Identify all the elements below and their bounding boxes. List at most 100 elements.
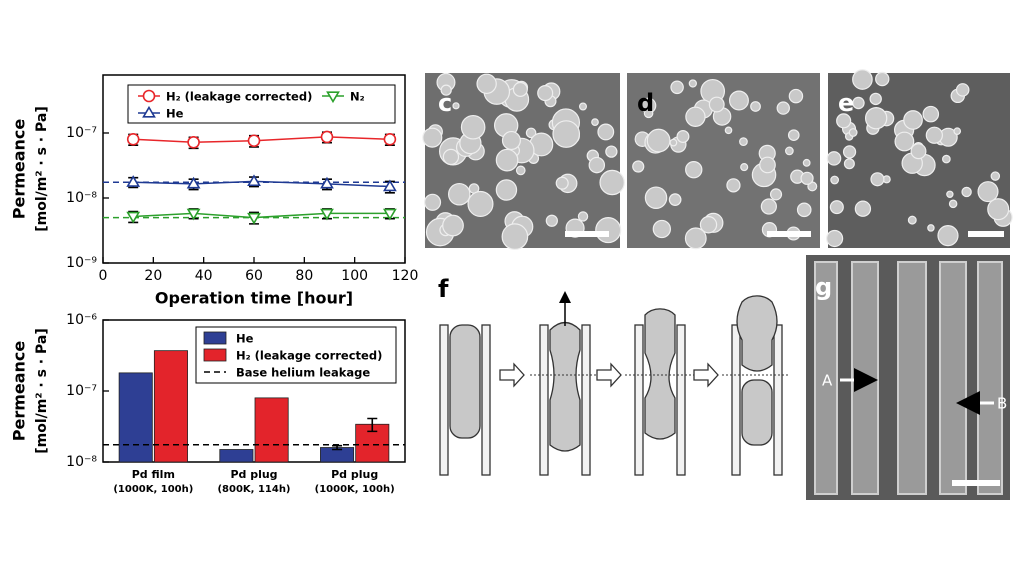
grain xyxy=(854,200,872,217)
grain xyxy=(829,200,844,215)
y-tick-label: 10⁻⁹ xyxy=(66,255,97,271)
x-tick-label: 20 xyxy=(144,268,162,284)
panel-label: f xyxy=(438,275,449,303)
grain xyxy=(605,145,618,158)
x-tick-label: 40 xyxy=(195,268,213,284)
panel-labels: c d e f g xyxy=(438,89,854,303)
grain xyxy=(826,151,842,166)
grain xyxy=(977,181,999,203)
grain xyxy=(987,198,1010,221)
x-tick-label: Pd film xyxy=(132,468,175,481)
legend-label: H₂ (leakage corrected) xyxy=(236,349,382,363)
grain xyxy=(684,227,707,250)
grain xyxy=(447,182,471,206)
grain xyxy=(796,202,812,218)
scale-bar xyxy=(968,231,1004,237)
grain xyxy=(495,148,519,172)
scale-bar xyxy=(767,231,811,237)
arrow-label: A xyxy=(822,372,833,390)
y-tick-label: 10⁻⁸ xyxy=(66,190,97,206)
grain xyxy=(588,156,606,174)
bar xyxy=(118,372,153,463)
grain xyxy=(961,186,972,198)
grain xyxy=(925,126,943,144)
grain xyxy=(724,126,733,135)
legend-label: H₂ (leakage corrected) xyxy=(166,90,312,104)
grain xyxy=(652,219,672,239)
marker xyxy=(186,176,201,189)
panel-label: g xyxy=(815,273,832,301)
x-tick-label: 120 xyxy=(392,268,419,284)
grain xyxy=(907,215,917,225)
grain xyxy=(668,193,682,206)
grain xyxy=(769,188,783,201)
legend-label: N₂ xyxy=(350,90,365,104)
grain xyxy=(875,71,890,87)
legend-label: He xyxy=(236,332,254,346)
marker xyxy=(320,208,334,221)
marker xyxy=(383,179,397,192)
arrow-label: B xyxy=(997,395,1007,413)
series-line xyxy=(133,212,390,219)
scale-bar xyxy=(565,231,609,237)
grain xyxy=(440,84,452,96)
grain xyxy=(501,223,529,250)
grain xyxy=(670,80,684,95)
y-tick-label: 10⁻⁷ xyxy=(66,383,97,399)
grain xyxy=(597,123,615,141)
scale-bars xyxy=(565,231,1004,486)
grain xyxy=(577,211,589,222)
grain xyxy=(685,106,706,127)
y-tick-label: 10⁻⁸ xyxy=(66,454,97,470)
grain xyxy=(501,130,521,151)
grain xyxy=(802,158,811,167)
grain xyxy=(552,120,581,148)
grain xyxy=(739,137,748,147)
grain xyxy=(869,92,882,106)
grain xyxy=(512,81,528,97)
grain xyxy=(852,96,865,110)
grain xyxy=(937,225,959,247)
y-axis-label: Permeance xyxy=(10,341,29,442)
grain xyxy=(948,199,958,209)
grain xyxy=(669,138,678,147)
grain xyxy=(646,128,671,153)
panel-label: e xyxy=(838,89,854,117)
bar xyxy=(219,449,254,463)
grain xyxy=(442,214,464,237)
grain xyxy=(537,85,554,102)
grain xyxy=(643,108,654,119)
y-axis-label: [mol/m² · s · Pa] xyxy=(34,328,50,453)
diagram-f xyxy=(439,291,790,476)
grain xyxy=(826,229,844,248)
grain xyxy=(688,79,697,88)
grain xyxy=(848,128,858,137)
legend-marker xyxy=(142,89,156,103)
legend-swatch xyxy=(203,348,227,362)
grain xyxy=(894,131,915,152)
x-tick-label: Pd plug xyxy=(331,468,378,481)
grain xyxy=(852,69,873,90)
y-axis-label: Permeance xyxy=(10,119,29,220)
marker xyxy=(247,174,261,187)
error-bar xyxy=(332,444,343,451)
grain xyxy=(927,224,935,232)
grain xyxy=(442,148,460,166)
marker xyxy=(247,212,261,225)
grain xyxy=(599,169,625,196)
grain xyxy=(595,217,622,244)
point-arrows: A B xyxy=(822,368,1007,415)
grain xyxy=(555,176,569,190)
grain xyxy=(728,90,749,111)
grain xyxy=(990,171,1001,181)
marker xyxy=(383,132,397,146)
grain xyxy=(760,198,777,215)
grain xyxy=(676,129,690,143)
grain xyxy=(632,160,645,173)
grain xyxy=(685,160,703,179)
marker xyxy=(187,135,200,149)
grain xyxy=(942,154,951,164)
marker xyxy=(126,211,141,224)
grain xyxy=(864,107,888,130)
grain xyxy=(708,96,725,113)
